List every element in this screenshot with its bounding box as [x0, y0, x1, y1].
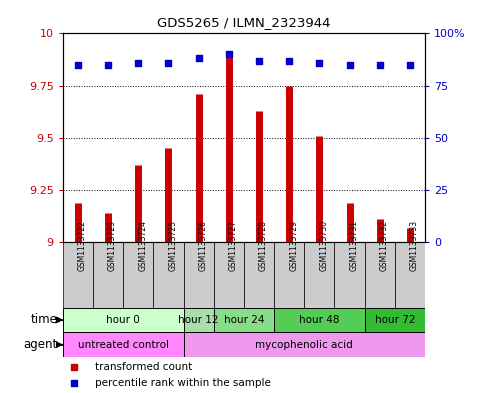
Text: GSM1133722: GSM1133722	[78, 220, 87, 271]
Bar	[184, 307, 213, 332]
Bar	[93, 242, 123, 307]
Bar	[395, 242, 425, 307]
Text: hour 12: hour 12	[178, 315, 219, 325]
Bar	[63, 307, 184, 332]
Bar	[63, 332, 184, 357]
Point	[346, 62, 354, 68]
Point	[195, 55, 202, 62]
Bar	[213, 242, 244, 307]
Bar	[184, 332, 425, 357]
Text: GSM1133724: GSM1133724	[138, 220, 147, 271]
Text: GSM1133729: GSM1133729	[289, 220, 298, 271]
Bar	[244, 242, 274, 307]
Text: GSM1133730: GSM1133730	[319, 220, 328, 271]
Text: GDS5265 / ILMN_2323944: GDS5265 / ILMN_2323944	[157, 17, 331, 29]
Text: hour 24: hour 24	[224, 315, 264, 325]
Point	[315, 59, 323, 66]
Bar	[365, 307, 425, 332]
Text: GSM1133728: GSM1133728	[259, 220, 268, 271]
Text: GSM1133726: GSM1133726	[199, 220, 208, 271]
Point	[406, 62, 414, 68]
Text: GSM1133732: GSM1133732	[380, 220, 389, 271]
Point	[376, 62, 384, 68]
Point	[70, 364, 77, 370]
Bar	[184, 242, 213, 307]
Point	[165, 59, 172, 66]
Text: GSM1133731: GSM1133731	[350, 220, 358, 271]
Bar	[63, 242, 93, 307]
Text: agent: agent	[24, 338, 58, 351]
Text: mycophenolic acid: mycophenolic acid	[256, 340, 353, 350]
Bar	[274, 242, 304, 307]
Bar	[274, 307, 365, 332]
Text: time: time	[31, 313, 58, 327]
Point	[285, 57, 293, 64]
Text: GSM1133733: GSM1133733	[410, 220, 419, 271]
Text: hour 0: hour 0	[106, 315, 140, 325]
Bar	[154, 242, 184, 307]
Text: hour 72: hour 72	[375, 315, 415, 325]
Point	[134, 59, 142, 66]
Text: GSM1133727: GSM1133727	[229, 220, 238, 271]
Point	[255, 57, 263, 64]
Point	[70, 380, 77, 386]
Text: GSM1133723: GSM1133723	[108, 220, 117, 271]
Text: percentile rank within the sample: percentile rank within the sample	[96, 378, 271, 388]
Bar	[334, 242, 365, 307]
Text: GSM1133725: GSM1133725	[169, 220, 177, 271]
Bar	[213, 307, 274, 332]
Text: transformed count: transformed count	[96, 362, 193, 372]
Bar	[304, 242, 334, 307]
Point	[74, 62, 82, 68]
Point	[225, 51, 233, 57]
Text: untreated control: untreated control	[78, 340, 169, 350]
Text: hour 48: hour 48	[299, 315, 340, 325]
Bar	[365, 242, 395, 307]
Bar	[123, 242, 154, 307]
Point	[104, 62, 112, 68]
